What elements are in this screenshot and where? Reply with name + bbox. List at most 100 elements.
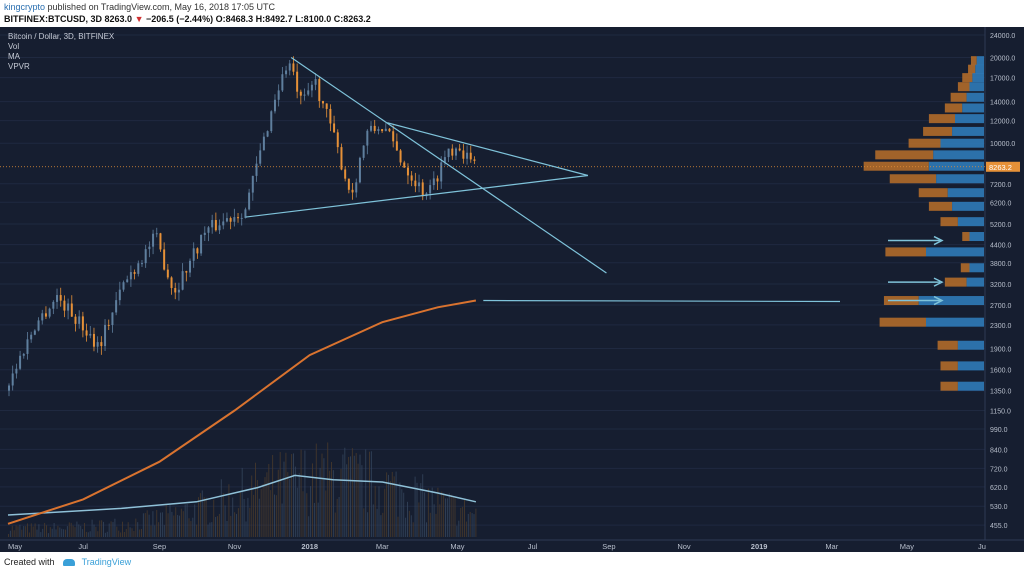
legend-vpvr[interactable]: VPVR — [8, 62, 30, 71]
y-tick-label: 720.0 — [990, 466, 1008, 473]
volume-bar — [199, 493, 201, 537]
chart-area[interactable]: 24000.0 20000.0 17000.0 14000.0 12000.0 10000… — [0, 27, 1024, 552]
candle-body — [303, 94, 306, 96]
volume-bar — [361, 465, 363, 537]
volume-bar — [367, 512, 369, 537]
candle-body — [30, 334, 33, 340]
volume-bar — [414, 476, 416, 537]
volume-bar — [460, 507, 462, 537]
volume-bar — [376, 508, 378, 537]
volume-bar — [256, 480, 258, 537]
volume-bar — [133, 530, 135, 537]
volume-bar — [142, 513, 144, 537]
volume-bar — [205, 497, 207, 537]
volume-bar — [310, 486, 312, 537]
author-link[interactable]: kingcrypto — [4, 2, 46, 12]
volume-bar — [213, 499, 215, 537]
vpvr-bar-up — [957, 361, 984, 371]
vpvr-bar-down — [928, 114, 955, 124]
volume-bar — [179, 515, 180, 537]
volume-bar — [230, 515, 232, 537]
legend-ma[interactable]: MA — [8, 52, 20, 61]
volume-bar — [8, 533, 9, 537]
x-tick-label: May — [8, 542, 22, 551]
volume-bar — [32, 526, 34, 537]
volume-bar — [315, 443, 317, 537]
vpvr-bar-up — [952, 201, 984, 211]
candle-body — [454, 148, 457, 156]
volume-bar — [97, 531, 99, 537]
volume-bar — [203, 497, 205, 537]
price-chart[interactable]: 24000.0 20000.0 17000.0 14000.0 12000.0 10000… — [0, 27, 1024, 552]
x-tick-label: 2019 — [751, 542, 768, 551]
candle-body — [406, 167, 409, 176]
vpvr-bar-down — [918, 188, 948, 198]
candle-body — [59, 295, 62, 301]
candle-body — [56, 295, 59, 302]
candle-body — [244, 209, 247, 218]
volume-bar — [422, 474, 424, 537]
volume-bar — [63, 529, 65, 537]
x-tick-label: May — [900, 542, 914, 551]
y-tick-label: 990.0 — [990, 427, 1008, 434]
volume-bar — [308, 516, 310, 537]
volume-bar — [344, 447, 346, 537]
volume-bar — [190, 521, 192, 537]
volume-bar — [237, 508, 239, 537]
candle-body — [211, 220, 214, 228]
volume-bar — [68, 522, 70, 537]
candle-body — [366, 130, 369, 146]
volume-bar — [262, 483, 264, 537]
volume-bar — [13, 530, 15, 537]
candle-body — [122, 282, 125, 290]
volume-bar — [342, 454, 344, 537]
candle-body — [440, 162, 443, 182]
candle-body — [19, 355, 22, 369]
candle-body — [100, 342, 103, 347]
volume-bar — [125, 528, 127, 537]
candle-body — [107, 324, 110, 326]
vpvr-bar-up — [955, 114, 984, 124]
x-tick-label: Mar — [825, 542, 838, 551]
vpvr-bar-down — [940, 381, 958, 391]
tradingview-brand[interactable]: TradingView — [81, 557, 132, 567]
volume-bar — [374, 486, 376, 537]
candle-body — [255, 163, 258, 176]
volume-bar — [454, 498, 456, 537]
volume-bar — [445, 498, 446, 537]
candle-body — [63, 300, 66, 311]
volume-bar — [148, 514, 150, 537]
volume-bar — [420, 483, 422, 537]
vpvr-bar-up — [972, 73, 984, 83]
volume-bar — [110, 521, 112, 537]
volume-bar — [156, 510, 158, 537]
volume-bar — [296, 487, 298, 537]
candle-body — [189, 260, 192, 273]
candle-body — [229, 218, 232, 222]
x-tick-label: Ju — [978, 542, 986, 551]
volume-bar — [146, 510, 148, 537]
legend-vol[interactable]: Vol — [8, 42, 20, 51]
volume-bar — [154, 525, 156, 537]
chart-legend: Bitcoin / Dollar, 3D, BITFINEX Vol MA VP… — [8, 32, 114, 72]
volume-bar — [226, 520, 228, 537]
volume-bar — [275, 495, 277, 537]
candle-body — [443, 157, 446, 163]
candle-body — [185, 271, 188, 273]
volume-bar — [427, 488, 429, 537]
volume-bar — [53, 522, 55, 537]
volume-bar — [85, 531, 87, 537]
candle-body — [74, 316, 77, 324]
vpvr-bar-up — [940, 138, 984, 148]
candle-body — [351, 189, 354, 193]
y-tick-label: 840.0 — [990, 447, 1008, 454]
volume-bar — [192, 517, 194, 537]
volume-bar — [131, 528, 133, 537]
volume-bar — [158, 522, 160, 537]
candle-body — [118, 289, 121, 301]
candle-body — [44, 313, 47, 317]
candle-body — [137, 263, 140, 274]
volume-bar — [28, 532, 30, 537]
y-tick-label: 3200.0 — [990, 282, 1012, 289]
volume-bar — [84, 522, 85, 537]
